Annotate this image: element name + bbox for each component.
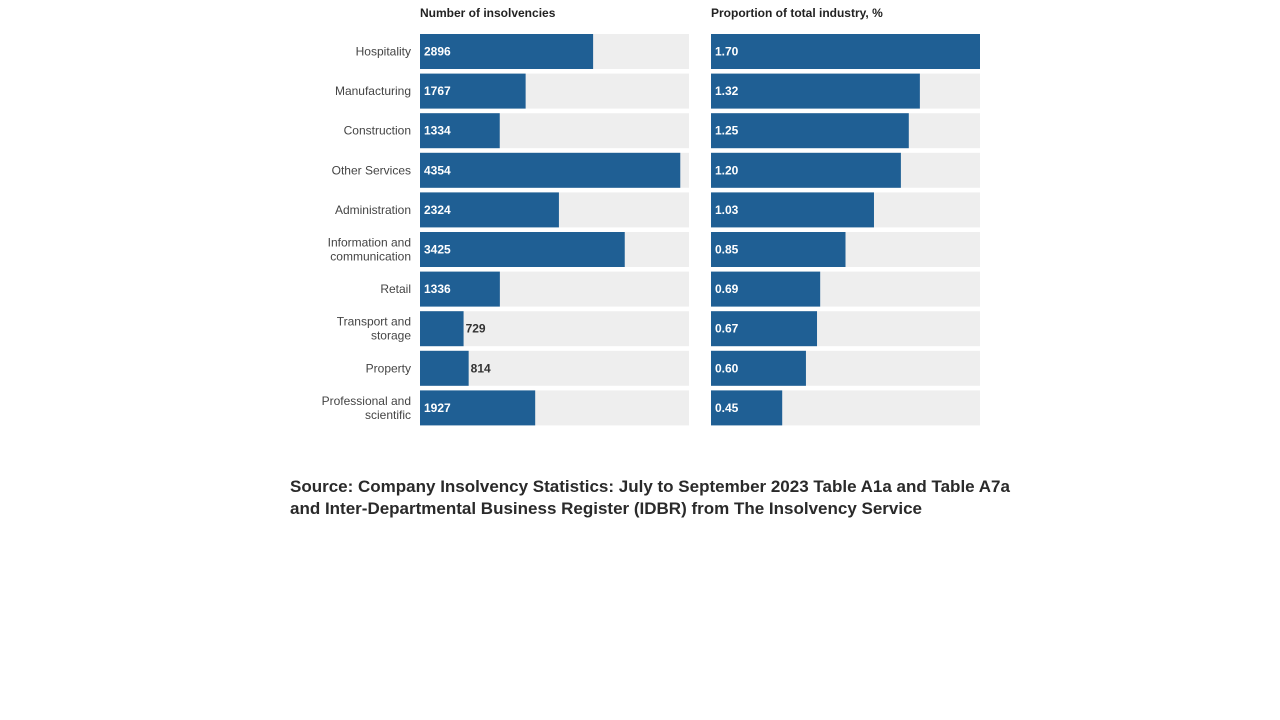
bar (420, 113, 500, 149)
bar (420, 350, 469, 386)
panel-title: Proportion of total industry, % (711, 6, 883, 20)
bar (711, 152, 901, 188)
bar (711, 113, 909, 149)
bar (420, 192, 559, 228)
bar (711, 390, 783, 426)
bar (420, 271, 500, 307)
bar-chart: Hospitality Manufacturing Construction Othe… (322, 6, 980, 426)
category-label: Construction (344, 124, 411, 138)
category-label-line: Transport and (337, 315, 411, 329)
data-label: 2896 (424, 45, 451, 59)
category-label: Retail (380, 282, 411, 296)
data-label: 0.69 (715, 282, 739, 296)
bar (711, 350, 806, 386)
bar (711, 73, 920, 109)
panel-title: Number of insolvencies (420, 6, 556, 20)
data-label: 0.67 (715, 322, 739, 336)
data-label: 1.25 (715, 124, 739, 138)
data-label: 2324 (424, 203, 451, 217)
data-label: 1927 (424, 401, 451, 415)
category-labels: Hospitality Manufacturing Construction Othe… (322, 45, 412, 422)
data-label: 1334 (424, 124, 451, 138)
category-label: Information and communication (328, 236, 411, 264)
data-label: 0.45 (715, 401, 739, 415)
data-label: 1.03 (715, 203, 739, 217)
data-label: 1767 (424, 84, 451, 98)
category-label: Professional and scientific (322, 394, 411, 422)
category-label: Hospitality (356, 45, 411, 59)
data-label: 0.85 (715, 243, 739, 257)
category-label-line: communication (330, 250, 411, 264)
data-label: 3425 (424, 243, 451, 257)
bar (420, 390, 536, 426)
bar (420, 152, 681, 188)
data-label: 729 (466, 322, 486, 336)
data-label: 814 (471, 361, 491, 375)
bar (711, 232, 846, 267)
category-label: Property (366, 361, 411, 375)
bar (711, 192, 874, 228)
category-label-line: scientific (365, 408, 411, 422)
category-label: Manufacturing (335, 84, 411, 98)
data-label: 1.70 (715, 45, 739, 59)
chart-panel-1: Number of insolvencies 2896 1767 1334 4354 23… (420, 6, 689, 426)
data-label: 0.60 (715, 361, 739, 375)
bar (420, 311, 464, 347)
chart-area: Hospitality Manufacturing Construction Othe… (322, 6, 980, 426)
category-label-line: Information and (328, 236, 411, 250)
source-note: Source: Company Insolvency Statistics: J… (290, 477, 1010, 518)
bar (711, 311, 818, 347)
bar-track (420, 311, 689, 347)
category-label-line: Professional and (322, 394, 411, 408)
data-label: 1.32 (715, 84, 739, 98)
bar (711, 34, 980, 69)
category-label: Transport and storage (337, 315, 412, 343)
chart-panel-2: Proportion of total industry, % 1.70 1.32 1… (711, 6, 980, 426)
data-label: 1336 (424, 282, 451, 296)
bar (420, 73, 526, 109)
category-label: Other Services (332, 163, 411, 177)
data-label: 1.20 (715, 163, 739, 177)
bar (420, 232, 625, 267)
category-label-line: storage (371, 329, 411, 343)
bar (420, 34, 594, 69)
data-label: 4354 (424, 163, 451, 177)
category-label: Administration (335, 203, 411, 217)
bar (711, 271, 821, 307)
